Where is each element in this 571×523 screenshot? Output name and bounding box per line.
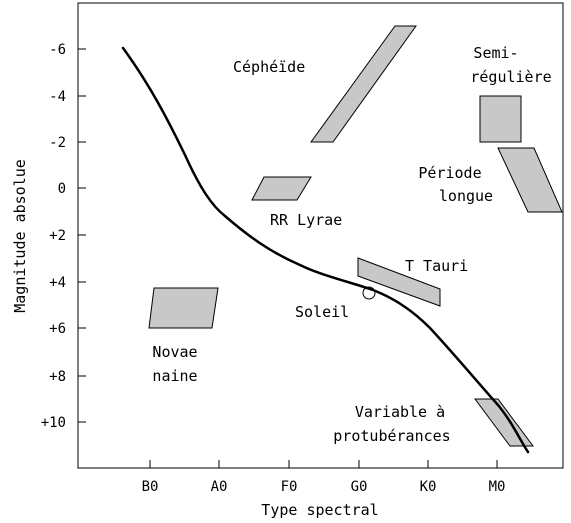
sun-label: Soleil (295, 303, 349, 321)
y-tick-label: +2 (49, 228, 66, 244)
x-tick-label: F0 (281, 479, 298, 495)
y-tick-label: -6 (49, 42, 66, 58)
long-period-region (497, 147, 563, 213)
y-tick-label: +10 (41, 415, 66, 431)
semiregular-label-line1: Semi- (473, 44, 518, 62)
x-tick-label: K0 (420, 479, 437, 495)
t-tauri-region (357, 257, 441, 307)
y-tick-label: 0 (58, 181, 66, 197)
x-tick-label: G0 (351, 479, 368, 495)
long-period-label-line2: longue (439, 187, 493, 205)
dwarf-novae-label-line1: Novae (152, 343, 197, 361)
x-tick-label: B0 (142, 479, 159, 495)
dwarf-novae-region (148, 287, 219, 329)
cepheid-label: Céphéïde (233, 58, 305, 76)
y-axis-title: Magnitude absolue (11, 159, 29, 313)
semiregular-region (479, 95, 522, 143)
dwarf-novae-label-line2: naine (152, 367, 197, 385)
rr-lyrae-region (251, 176, 312, 201)
x-tick-label: A0 (211, 479, 228, 495)
x-axis-title: Type spectral (261, 501, 378, 519)
y-tick-label: -4 (49, 89, 66, 105)
x-tick-label: M0 (489, 479, 506, 495)
y-tick-label: +4 (49, 275, 66, 291)
flare-star-region (474, 398, 534, 447)
y-tick-label: -2 (49, 135, 66, 151)
y-ticks (78, 48, 86, 423)
y-tick-label: +8 (49, 369, 66, 385)
rr-lyrae-label: RR Lyrae (270, 211, 342, 229)
flare-star-label-line2: protubérances (333, 427, 450, 445)
sun-marker (362, 286, 376, 300)
y-tick-label: +6 (49, 321, 66, 337)
long-period-label-line1: Période (418, 164, 481, 182)
cepheid-region (310, 25, 417, 143)
semiregular-label-line2: régulière (470, 68, 551, 86)
flare-star-label-line1: Variable à (355, 403, 445, 421)
t-tauri-label: T Tauri (405, 257, 468, 275)
x-ticks (149, 460, 498, 468)
main-sequence-curve (121, 46, 530, 454)
